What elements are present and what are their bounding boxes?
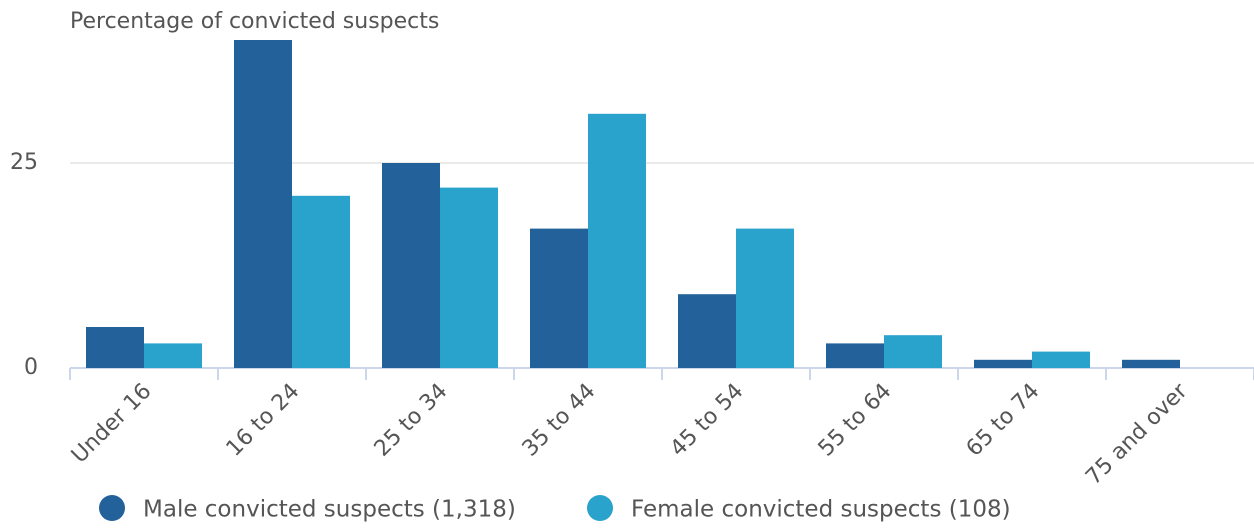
legend-label: Male convicted suspects (1,318) <box>143 497 516 523</box>
x-tick-label: 16 to 24 <box>222 379 305 462</box>
bar <box>440 187 498 368</box>
legend-marker <box>99 495 125 521</box>
x-tick-label: 65 to 74 <box>962 379 1045 462</box>
bar <box>234 40 292 368</box>
y-axis-title: Percentage of convicted suspects <box>70 9 439 34</box>
bar <box>144 343 202 368</box>
legend-marker <box>587 495 613 521</box>
bar <box>292 195 350 368</box>
bar <box>826 343 884 368</box>
x-tick-label: 35 to 44 <box>518 379 601 462</box>
bar <box>1122 359 1180 368</box>
bar <box>588 113 646 368</box>
bar <box>974 359 1032 368</box>
legend-label: Female convicted suspects (108) <box>631 497 1011 523</box>
x-tick-label: 45 to 54 <box>666 379 749 462</box>
x-tick-label: Under 16 <box>67 379 157 469</box>
bar <box>736 228 794 368</box>
bar <box>884 335 942 368</box>
bar <box>678 294 736 368</box>
y-tick-label: 0 <box>24 355 38 380</box>
x-tick-label: 25 to 34 <box>370 379 453 462</box>
x-tick-label: 55 to 64 <box>814 379 897 462</box>
y-tick-label: 25 <box>10 150 38 175</box>
bar <box>530 228 588 368</box>
bar <box>1032 351 1090 368</box>
x-tick-label: 75 and over <box>1081 378 1193 490</box>
bar <box>86 327 144 368</box>
bar <box>382 163 440 368</box>
